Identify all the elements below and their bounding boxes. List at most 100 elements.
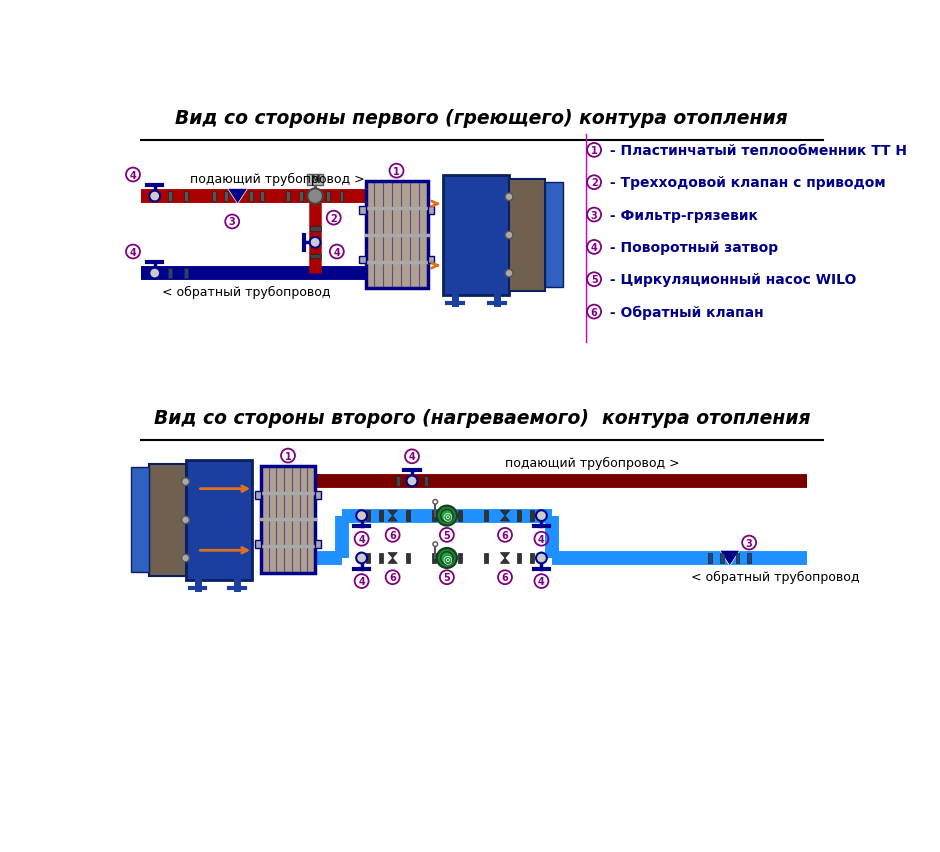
Polygon shape: [500, 558, 509, 564]
Bar: [255, 492, 261, 499]
Polygon shape: [720, 550, 740, 566]
Circle shape: [181, 478, 189, 486]
Bar: [396, 476, 400, 486]
Text: - Фильтр-грязевик: - Фильтр-грязевик: [605, 208, 758, 222]
Polygon shape: [388, 516, 398, 521]
Text: M: M: [310, 175, 320, 185]
Bar: [132, 468, 149, 573]
Text: 4: 4: [538, 534, 545, 544]
Text: 4: 4: [590, 243, 598, 252]
Text: 3: 3: [745, 538, 753, 548]
Text: 1: 1: [590, 146, 598, 156]
Text: - Поворотный затвор: - Поворотный затвор: [605, 240, 778, 255]
Circle shape: [149, 192, 160, 202]
Circle shape: [181, 555, 189, 562]
Bar: [379, 510, 383, 521]
Bar: [428, 207, 433, 215]
Bar: [149, 464, 185, 576]
Text: 5: 5: [590, 275, 598, 285]
Circle shape: [181, 516, 189, 524]
Polygon shape: [388, 510, 398, 516]
Bar: [307, 175, 322, 185]
Circle shape: [505, 232, 513, 239]
Text: < обратный трубопровод: < обратный трубопровод: [163, 285, 331, 298]
Text: 2: 2: [330, 213, 337, 223]
Circle shape: [407, 476, 417, 486]
Bar: [249, 192, 253, 202]
Circle shape: [441, 509, 453, 522]
Text: 6: 6: [590, 308, 598, 317]
Text: 4: 4: [130, 170, 136, 181]
Text: 6: 6: [389, 530, 396, 540]
Text: - Циркуляционный насос WILO: - Циркуляционный насос WILO: [605, 273, 856, 287]
Text: - Трехходовой клапан с приводом: - Трехходовой клапан с приводом: [605, 176, 885, 190]
Circle shape: [433, 500, 438, 504]
Polygon shape: [388, 553, 398, 558]
Text: - Пластинчатый теплообменник ТТ Н: - Пластинчатый теплообменник ТТ Н: [605, 144, 907, 158]
Bar: [260, 192, 264, 202]
Text: 6: 6: [502, 530, 509, 540]
Bar: [406, 510, 410, 521]
Bar: [530, 510, 534, 521]
Bar: [509, 180, 545, 291]
Text: ◎: ◎: [442, 511, 452, 521]
Circle shape: [505, 193, 513, 201]
Bar: [309, 255, 321, 259]
Polygon shape: [227, 189, 248, 204]
Text: 5: 5: [444, 573, 450, 583]
Text: Вид со стороны второго (нагреваемого)  контура отопления: Вид со стороны второго (нагреваемого) ко…: [153, 409, 810, 428]
Bar: [736, 553, 740, 564]
Bar: [458, 510, 462, 521]
Text: 1: 1: [285, 451, 291, 461]
Circle shape: [356, 510, 367, 521]
Bar: [183, 268, 188, 279]
Bar: [431, 510, 435, 521]
Text: ◎: ◎: [442, 553, 452, 563]
Text: 4: 4: [358, 534, 365, 544]
Text: 1: 1: [393, 166, 399, 176]
Bar: [484, 510, 488, 521]
Text: Вид со стороны первого (греющего) контура отопления: Вид со стороны первого (греющего) контур…: [176, 109, 788, 128]
Bar: [168, 268, 172, 279]
Circle shape: [536, 510, 547, 521]
Bar: [406, 553, 410, 564]
Bar: [359, 207, 366, 215]
Circle shape: [437, 506, 457, 526]
Text: подающий трубопровод >: подающий трубопровод >: [505, 457, 680, 469]
Circle shape: [433, 542, 438, 547]
Circle shape: [356, 553, 367, 564]
Bar: [709, 553, 713, 564]
Bar: [261, 466, 315, 573]
Bar: [517, 510, 521, 521]
Bar: [224, 192, 227, 202]
Bar: [315, 492, 321, 499]
Bar: [366, 553, 369, 564]
Polygon shape: [500, 553, 509, 558]
Text: 5: 5: [444, 530, 450, 540]
Polygon shape: [388, 558, 398, 564]
Text: < обратный трубопровод: < обратный трубопровод: [691, 570, 859, 583]
Bar: [183, 192, 188, 202]
Text: 4: 4: [130, 247, 136, 257]
Text: 4: 4: [538, 577, 545, 586]
Bar: [424, 476, 428, 486]
Circle shape: [536, 553, 547, 564]
Bar: [359, 256, 366, 264]
Text: 4: 4: [334, 247, 340, 257]
Bar: [339, 192, 343, 202]
Circle shape: [441, 552, 453, 565]
Bar: [212, 192, 216, 202]
Text: 3: 3: [590, 210, 598, 221]
Text: 6: 6: [389, 573, 396, 583]
Bar: [168, 192, 172, 202]
Text: 2: 2: [590, 178, 598, 188]
Bar: [720, 553, 724, 564]
Bar: [517, 553, 521, 564]
Bar: [326, 192, 330, 202]
Bar: [431, 553, 435, 564]
Text: 6: 6: [502, 573, 509, 583]
Bar: [315, 541, 321, 549]
Bar: [299, 192, 303, 202]
Circle shape: [307, 189, 322, 204]
Bar: [545, 183, 563, 288]
